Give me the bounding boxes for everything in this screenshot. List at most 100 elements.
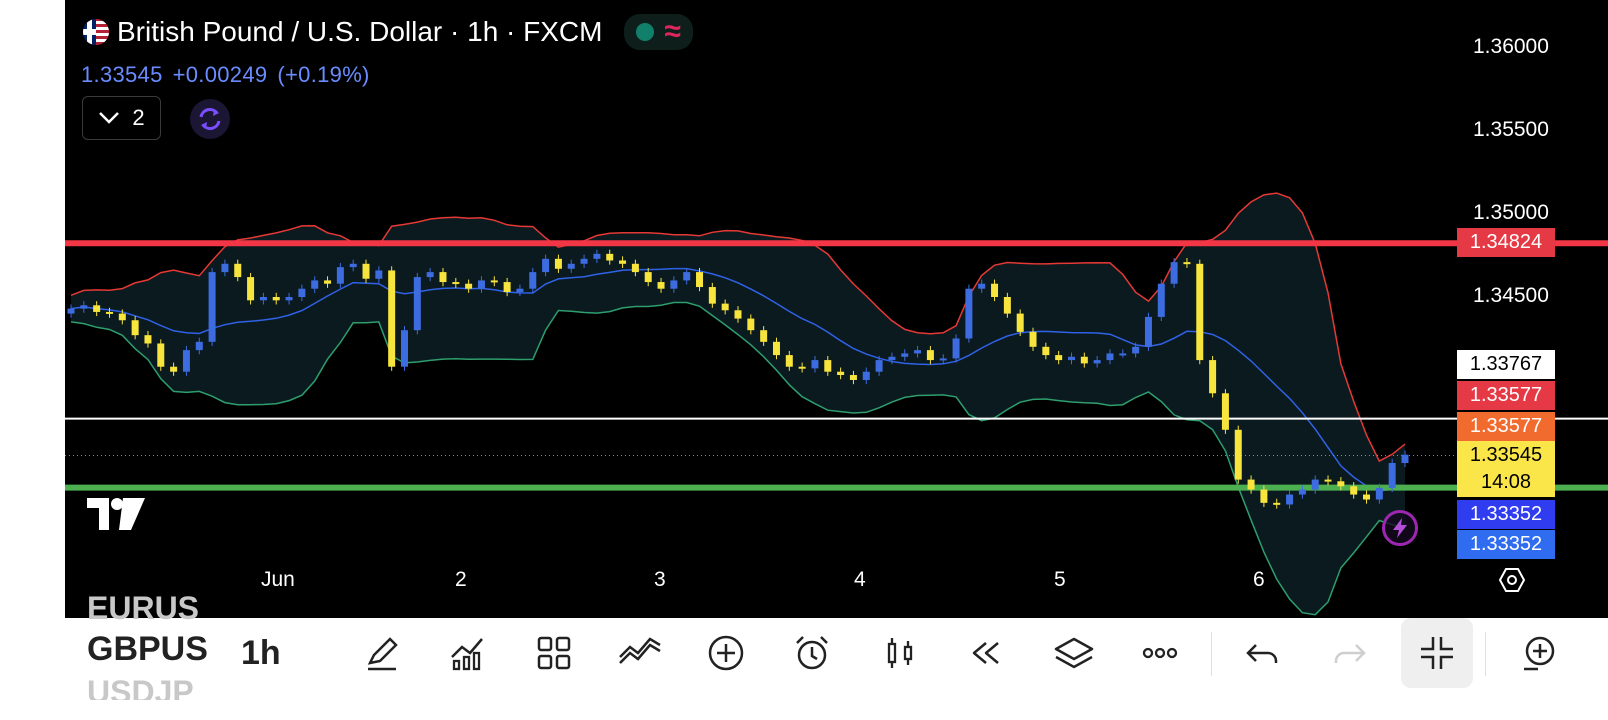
chart-settings-icon[interactable]: [1498, 566, 1526, 594]
candle-body: [1106, 353, 1114, 361]
exit-fullscreen-button[interactable]: [1401, 618, 1473, 688]
candle-body: [837, 371, 845, 376]
timeframe-selector[interactable]: 1h: [241, 634, 281, 672]
candle-body: [1003, 297, 1011, 314]
candle-body: [118, 313, 126, 321]
candle-body: [888, 356, 896, 361]
candle-body: [862, 371, 870, 380]
symbol-title[interactable]: British Pound / U.S. Dollar · 1h · FXCM: [117, 16, 603, 47]
bar-countdown-tag: 14:08: [1457, 468, 1555, 497]
indicators-toggle-button[interactable]: 2: [82, 96, 161, 140]
candle-body: [144, 335, 152, 344]
candle-body: [259, 297, 267, 301]
candle-body: [1298, 489, 1306, 495]
candle-body: [1132, 346, 1140, 354]
candle-body: [67, 308, 75, 314]
price-chart[interactable]: [65, 0, 1608, 618]
candle-body: [785, 355, 793, 367]
candle-body: [208, 272, 216, 342]
candle-body: [1234, 429, 1242, 480]
symbol-current[interactable]: GBPUS: [87, 630, 208, 668]
candle-body: [798, 366, 806, 369]
candle-body: [772, 341, 780, 356]
market-open-dot-icon: [636, 23, 655, 41]
candle-body: [298, 288, 306, 297]
layers-icon[interactable]: [1051, 632, 1097, 674]
candle-body: [580, 258, 588, 264]
symbol-prev-ghost[interactable]: EURUS: [87, 596, 200, 626]
time-axis-label: 6: [1253, 568, 1265, 591]
candle-body: [503, 282, 511, 293]
candle-body: [182, 350, 190, 372]
candle-body: [1209, 360, 1217, 394]
candle-body: [849, 375, 857, 380]
bolt-icon[interactable]: [1382, 510, 1418, 546]
candle-body: [926, 350, 934, 361]
candle-body: [1119, 353, 1127, 356]
chart-panel[interactable]: British Pound / U.S. Dollar · 1h · FXCM …: [65, 0, 1608, 618]
add-chart-icon[interactable]: [1515, 632, 1561, 674]
candle-body: [1093, 360, 1101, 364]
candle-body: [1350, 486, 1358, 495]
price-tag: 1.34824: [1457, 228, 1555, 257]
candle-body: [157, 343, 165, 367]
redo-icon[interactable]: [1327, 632, 1373, 674]
replay-icon[interactable]: [963, 632, 1009, 674]
price-tag: 1.33577: [1457, 381, 1555, 410]
compare-lines-icon[interactable]: [617, 632, 663, 674]
candle-body: [657, 282, 665, 289]
toolbar-divider: [1211, 632, 1212, 676]
tradingview-logo-icon: [87, 498, 145, 530]
price-tag: 1.33577: [1457, 412, 1555, 441]
market-status-pill[interactable]: ≈: [624, 14, 693, 50]
candle-body: [1286, 494, 1294, 505]
refresh-icon: [199, 108, 221, 130]
candle-body: [631, 263, 639, 273]
candle-body: [696, 272, 704, 288]
candle-body: [1055, 355, 1063, 361]
indicators-icon[interactable]: [445, 632, 491, 674]
undo-icon[interactable]: [1239, 632, 1285, 674]
candle-body: [542, 258, 550, 273]
more-options-icon[interactable]: [1137, 632, 1183, 674]
candle-body: [1042, 346, 1050, 356]
candle-body: [554, 258, 562, 269]
alert-clock-icon[interactable]: [789, 632, 835, 674]
candle-body: [644, 272, 652, 283]
candle-body: [1311, 479, 1319, 490]
bollinger-basis-line: [70, 267, 1406, 492]
layout-grid-icon[interactable]: [531, 632, 577, 674]
candle-body: [721, 303, 729, 311]
candle-body: [131, 320, 139, 336]
symbol-picker[interactable]: EURUS GBPUS USDJP: [87, 596, 227, 700]
candle-body: [529, 272, 537, 289]
candle-body: [388, 270, 396, 367]
add-plus-icon[interactable]: [703, 632, 749, 674]
sync-button[interactable]: [190, 99, 230, 139]
price-axis-label: 1.34500: [1473, 284, 1549, 307]
candle-body: [1170, 262, 1178, 284]
candle-body: [272, 297, 280, 301]
candle-body: [965, 288, 973, 339]
candle-body: [1144, 316, 1152, 347]
symbol-header[interactable]: British Pound / U.S. Dollar · 1h · FXCM …: [83, 14, 693, 50]
candle-body: [336, 267, 344, 284]
candle-body: [811, 360, 819, 369]
bollinger-fill: [71, 193, 1405, 615]
candle-body: [952, 338, 960, 359]
candle-body: [401, 330, 408, 367]
candles-icon[interactable]: [877, 632, 923, 674]
chevron-down-icon: [99, 112, 120, 124]
candle-body: [708, 287, 716, 304]
price-tag: 1.33352: [1457, 530, 1555, 559]
price-summary: 1.33545 +0.00249 (+0.19%): [81, 62, 380, 88]
candle-body: [978, 283, 986, 289]
candle-body: [1375, 487, 1383, 500]
drawing-pen-icon[interactable]: [359, 632, 405, 674]
symbol-next-ghost[interactable]: USDJP: [87, 674, 194, 700]
candle-body: [413, 277, 421, 331]
candle-body: [593, 253, 601, 259]
candle-body: [1029, 331, 1037, 347]
candle-body: [362, 263, 370, 279]
candle-body: [1260, 489, 1268, 503]
